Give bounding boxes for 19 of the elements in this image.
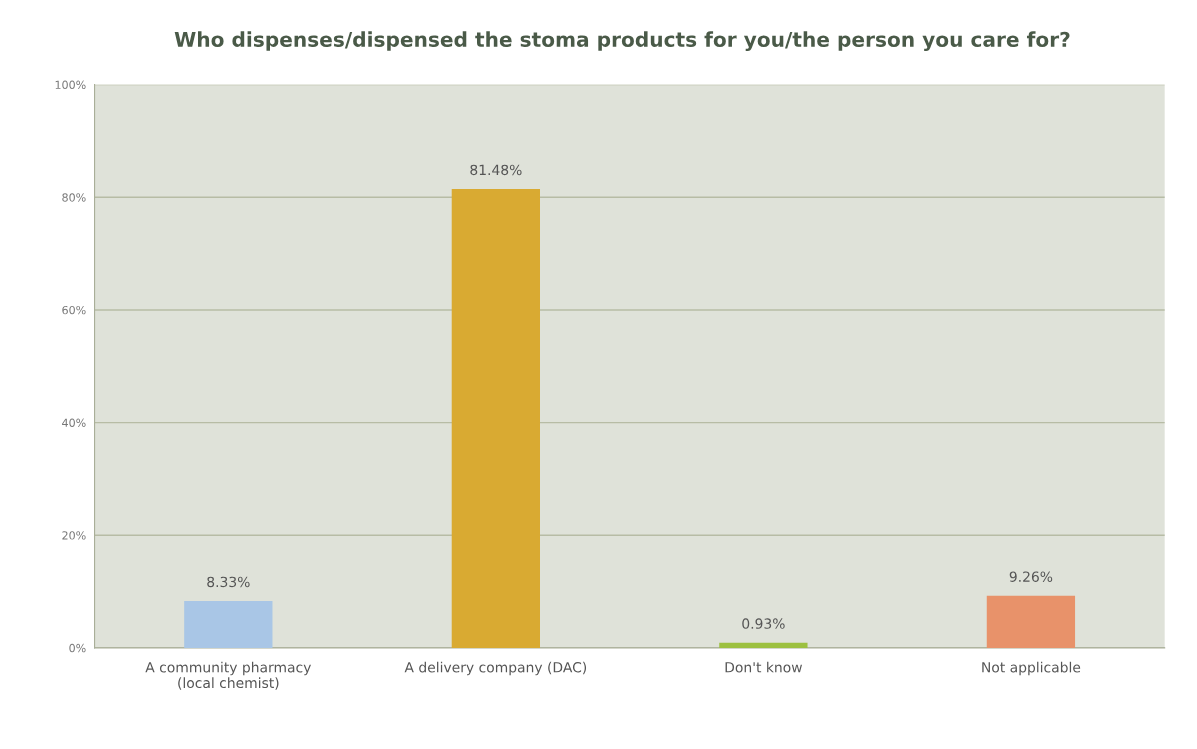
x-tick-label: Not applicable	[982, 661, 1081, 676]
bar	[986, 595, 1076, 648]
y-tick-label: 40%	[62, 418, 86, 427]
x-tick-label: A delivery company (DAC)	[404, 661, 587, 676]
y-tick-label: 100%	[55, 80, 86, 90]
y-tick-label: 60%	[62, 305, 86, 315]
y-tick-label: 80%	[62, 193, 86, 202]
x-tick-label: A community pharmacy (local chemist)	[145, 661, 311, 690]
bar	[719, 642, 808, 648]
bar	[184, 600, 273, 648]
y-tick-label: 20%	[62, 531, 86, 540]
x-tick-label: Don't know	[725, 661, 802, 673]
data-label: 0.93%	[742, 618, 785, 629]
data-label: 81.48%	[470, 164, 522, 176]
y-tick-label: 0%	[69, 643, 86, 653]
bar	[451, 188, 540, 648]
data-label: 9.26%	[1009, 571, 1053, 582]
chart-title: Who dispenses/dispensed the stoma products for you/the person you care for?	[174, 31, 1070, 52]
data-label: 8.33%	[207, 576, 250, 588]
